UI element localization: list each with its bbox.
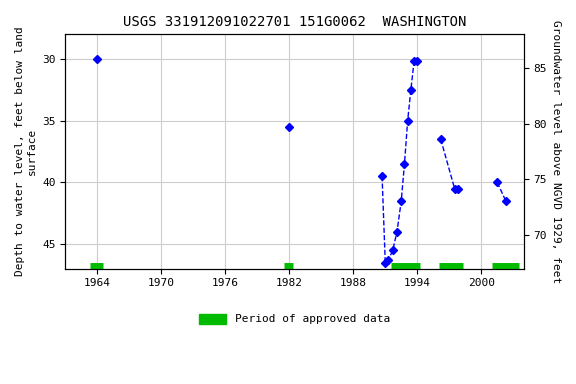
Title: USGS 331912091022701 151G0062  WASHINGTON: USGS 331912091022701 151G0062 WASHINGTON xyxy=(123,15,467,29)
Y-axis label: Groundwater level above NGVD 1929, feet: Groundwater level above NGVD 1929, feet xyxy=(551,20,561,283)
Y-axis label: Depth to water level, feet below land
surface: Depth to water level, feet below land su… xyxy=(15,26,37,276)
Legend: Period of approved data: Period of approved data xyxy=(194,309,395,329)
